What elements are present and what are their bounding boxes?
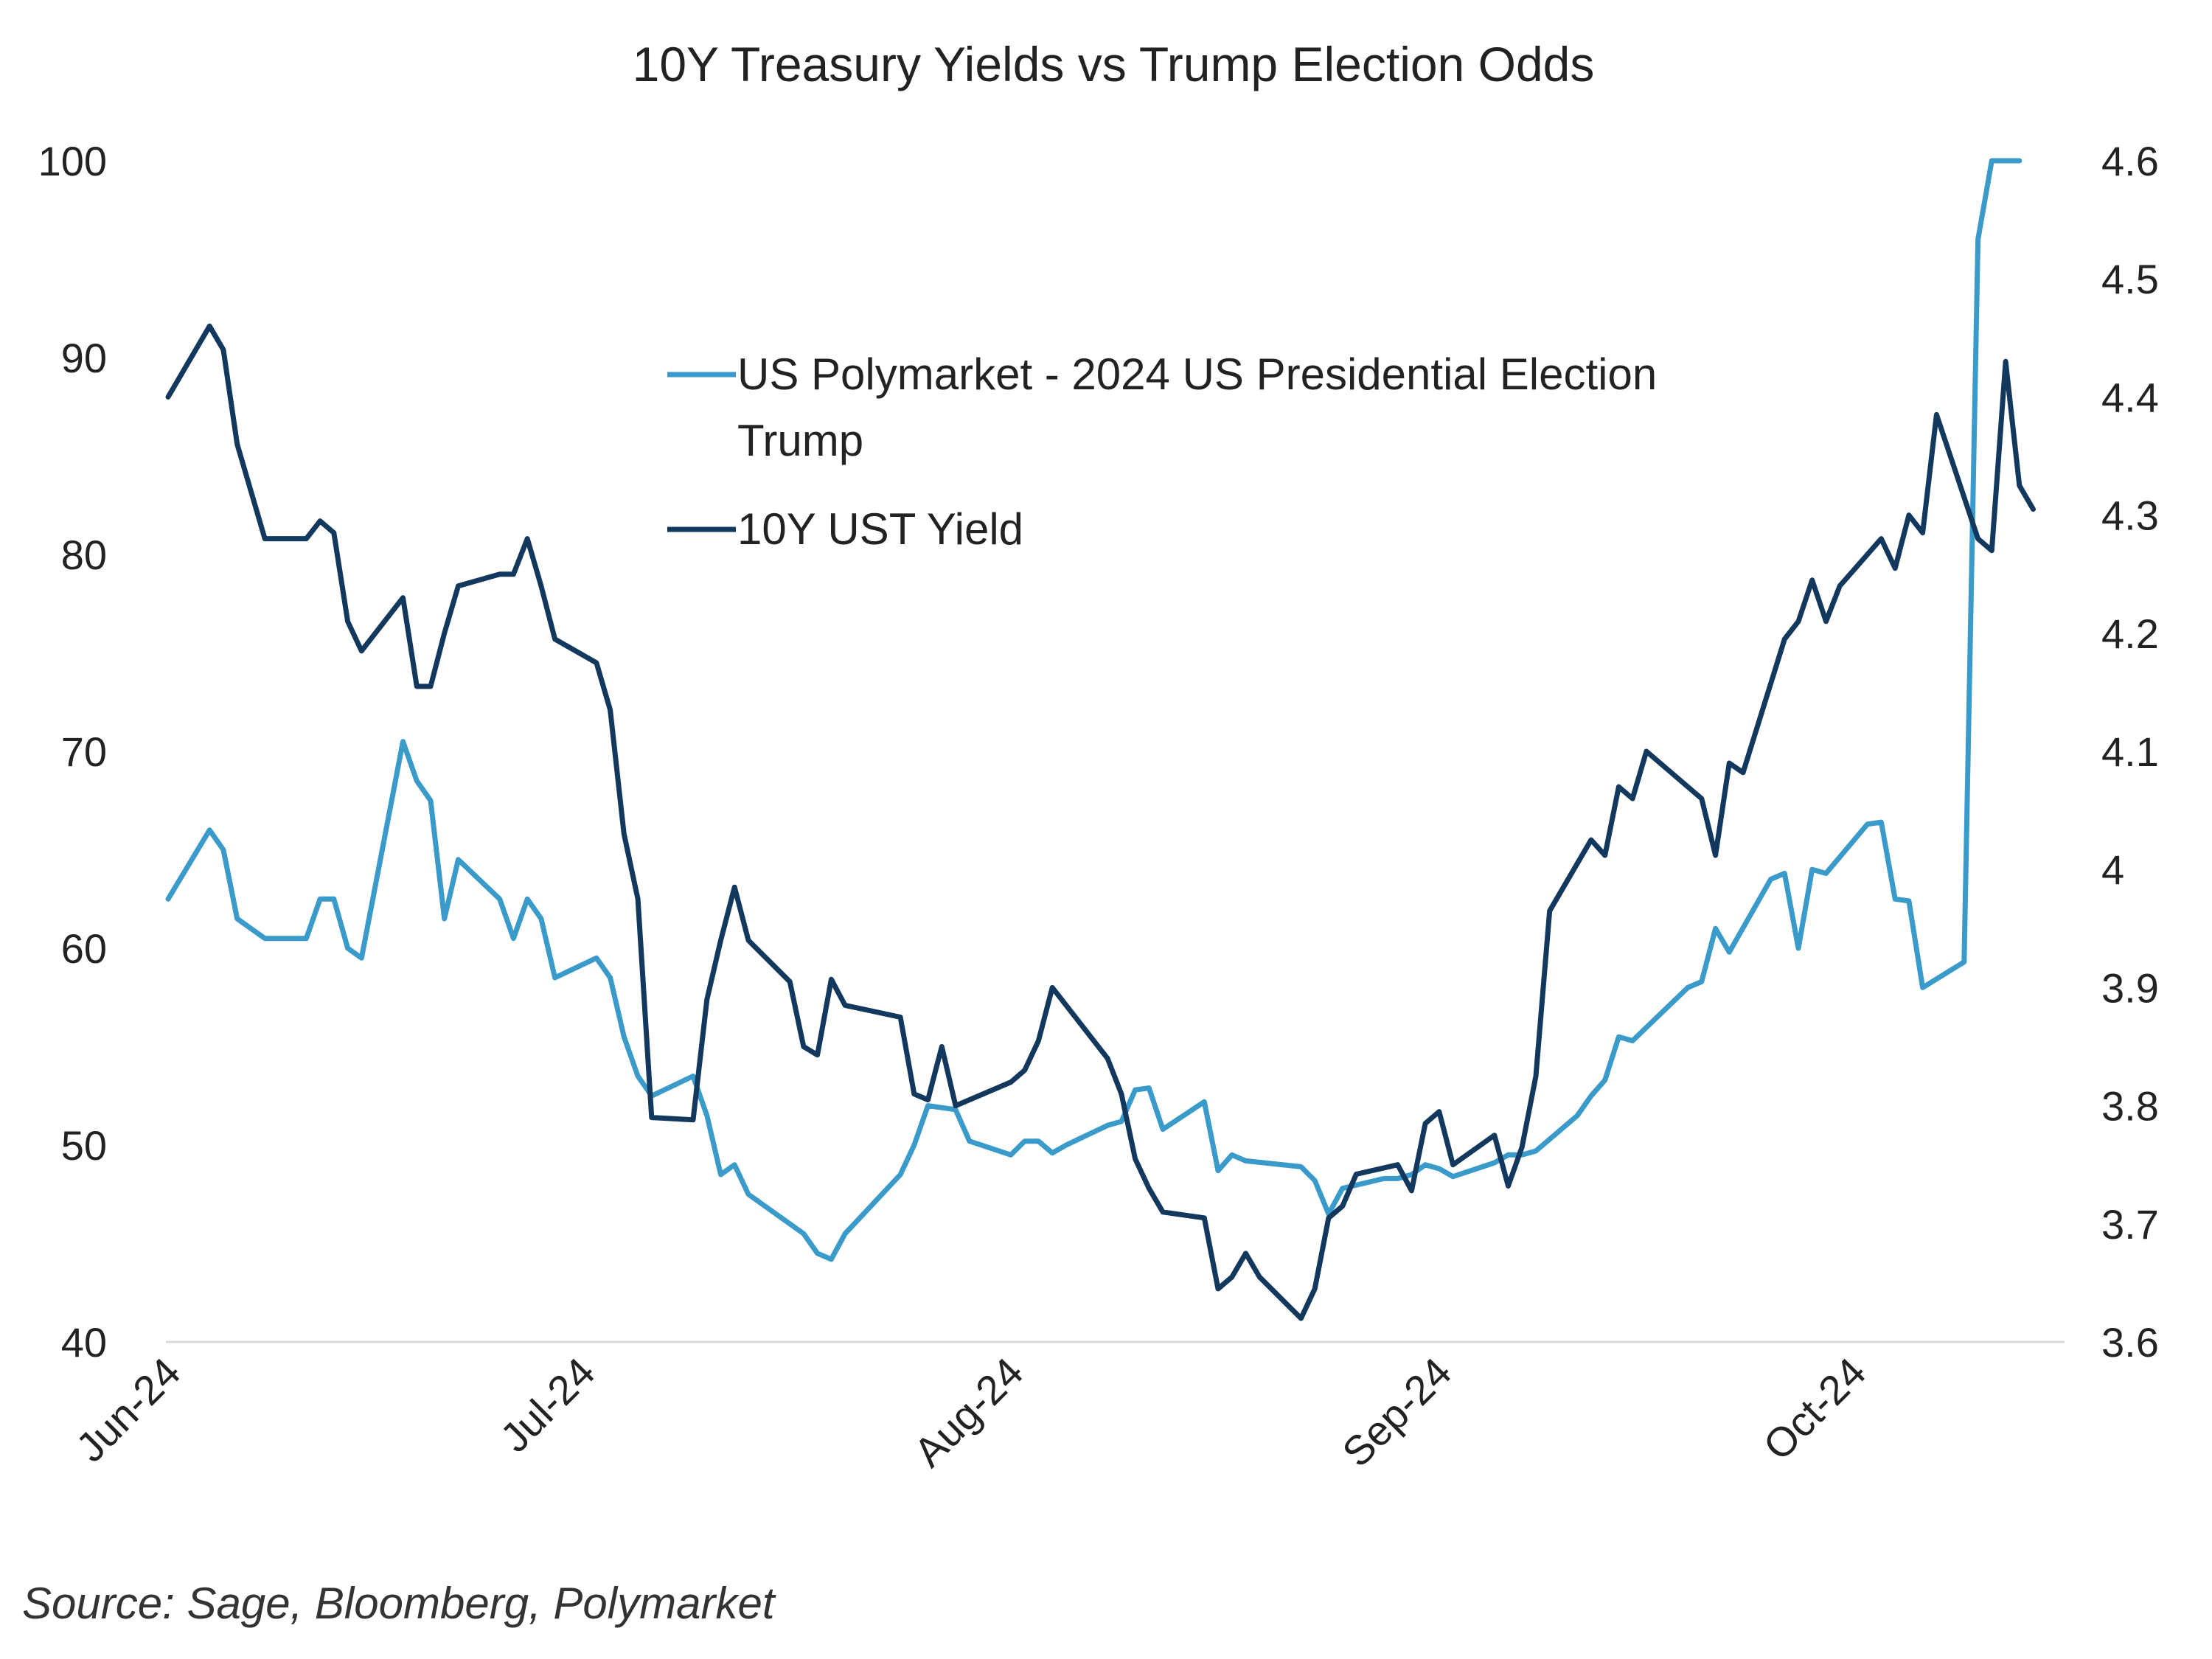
right-tick-label: 3.8 (2101, 1083, 2159, 1130)
left-axis-ticks: 40 50 60 70 80 90 100 (38, 138, 107, 1366)
source-note: Source: Sage, Bloomberg, Polymarket (22, 1579, 775, 1628)
x-tick-label: Aug-24 (905, 1349, 1032, 1475)
left-tick-label: 70 (61, 728, 107, 775)
legend-item-10y-yield: 10Y UST Yield (667, 504, 1023, 554)
right-tick-label: 4.1 (2101, 728, 2159, 775)
x-tick-label: Sep-24 (1333, 1349, 1460, 1475)
right-tick-label: 4.6 (2101, 138, 2159, 184)
left-tick-label: 90 (61, 335, 107, 381)
right-tick-label: 4.4 (2101, 374, 2159, 420)
right-tick-label: 3.9 (2101, 964, 2159, 1011)
x-tick-label: Jul-24 (491, 1349, 603, 1461)
left-tick-label: 60 (61, 925, 107, 972)
right-tick-label: 4 (2101, 846, 2124, 893)
legend-label-polymarket-line2: Trump (737, 416, 863, 465)
left-tick-label: 80 (61, 532, 107, 578)
x-axis-ticks: Jun-24 Jul-24 Aug-24 Sep-24 Oct-24 (67, 1349, 1875, 1475)
series-lines (165, 158, 2036, 1321)
right-axis-ticks: 3.6 3.7 3.8 3.9 4 4.1 4.2 4.3 4.4 4.5 4.6 (2101, 138, 2159, 1366)
legend-label-10y-yield: 10Y UST Yield (737, 504, 1023, 554)
chart-title: 10Y Treasury Yields vs Trump Election Od… (633, 37, 1595, 91)
right-tick-label: 4.2 (2101, 611, 2159, 657)
right-tick-label: 3.6 (2101, 1319, 2159, 1366)
right-tick-label: 4.5 (2101, 256, 2159, 302)
right-tick-label: 4.3 (2101, 493, 2159, 539)
x-tick-label: Jun-24 (67, 1349, 189, 1471)
legend-item-polymarket: US Polymarket - 2024 US Presidential Ele… (667, 349, 1657, 465)
right-tick-label: 3.7 (2101, 1201, 2159, 1248)
left-tick-label: 100 (38, 138, 107, 184)
x-tick-label: Oct-24 (1754, 1349, 1874, 1469)
left-tick-label: 40 (61, 1319, 107, 1366)
legend-label-polymarket-line1: US Polymarket - 2024 US Presidential Ele… (737, 349, 1657, 399)
legend: US Polymarket - 2024 US Presidential Ele… (667, 349, 1657, 554)
series-line-10y-yield (165, 323, 2036, 1321)
series-line-polymarket (165, 158, 2023, 1262)
left-tick-label: 50 (61, 1122, 107, 1169)
